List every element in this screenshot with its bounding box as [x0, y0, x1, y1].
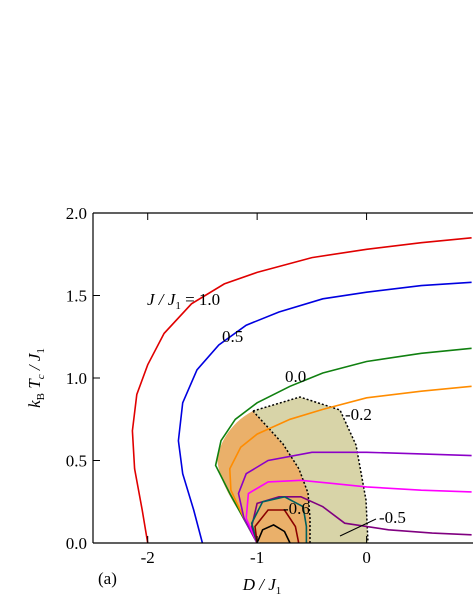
curve-label: 0.0: [285, 367, 306, 386]
y-tick-label: 2.0: [66, 204, 87, 223]
y-tick-label: 1.5: [66, 287, 87, 306]
curve-label: 1.0: [199, 290, 220, 309]
curve: [245, 479, 472, 544]
curve: [177, 281, 472, 544]
curve: [131, 237, 472, 544]
dotted-boundary: [252, 410, 311, 543]
annotation-part: =: [181, 290, 199, 309]
y-label-sub: B: [35, 393, 47, 400]
y-label-sub: c: [35, 374, 47, 379]
curve-label: -0.6: [283, 499, 310, 518]
curve-label: 0.5: [222, 327, 243, 346]
x-axis-label: D / J1: [242, 575, 282, 597]
curve: [256, 523, 291, 544]
curve: [250, 496, 472, 544]
dotted-boundary: [252, 396, 369, 544]
curve: [250, 495, 308, 544]
annotation-part: J / J: [147, 290, 177, 309]
y-label-part: / J: [25, 352, 44, 374]
y-label-part: T: [25, 378, 44, 393]
annotation-sub: 1: [175, 300, 181, 312]
x-tick-label: -2: [141, 548, 155, 567]
y-tick-label: 0.5: [66, 452, 87, 471]
panel-label: (a): [98, 569, 117, 588]
x-label-sub: 1: [276, 585, 282, 597]
y-tick-label: 0.0: [66, 534, 87, 553]
curve-label: -0.2: [345, 405, 372, 424]
x-tick-label: -1: [250, 548, 264, 567]
curve: [214, 347, 472, 544]
y-label-part: k: [25, 400, 44, 408]
curves: [131, 237, 472, 544]
annotation: J / J1 = 1.0: [147, 290, 220, 312]
region-beige: [253, 397, 368, 543]
x-tick-label: 0: [362, 548, 371, 567]
label-arrow: [339, 518, 377, 537]
y-tick-label: 1.0: [66, 369, 87, 388]
curve: [254, 509, 300, 544]
y-axis-label: kB Tc / J1: [25, 348, 47, 408]
curve: [237, 451, 472, 544]
x-label-part: D / J: [242, 575, 278, 594]
curve: [228, 385, 472, 544]
curve-label: -0.5: [379, 508, 406, 527]
y-label-sub: 1: [35, 348, 47, 354]
